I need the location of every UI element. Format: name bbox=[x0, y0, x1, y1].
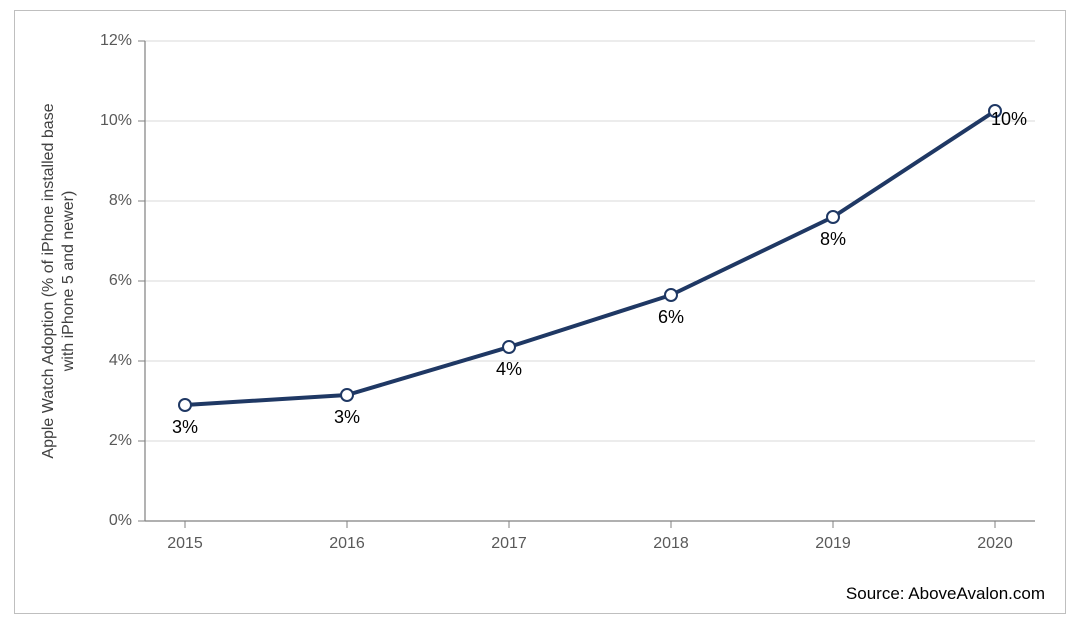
y-tick-label: 4% bbox=[109, 352, 132, 369]
x-tick-label: 2020 bbox=[977, 535, 1013, 552]
data-label: 8% bbox=[820, 229, 846, 249]
x-tick-label: 2016 bbox=[329, 535, 365, 552]
data-marker bbox=[665, 289, 677, 301]
data-label: 10% bbox=[991, 109, 1027, 129]
x-tick-label: 2018 bbox=[653, 535, 689, 552]
chart-frame: 0% 2% 4% 6% 8% 10% 12% 2015 2016 2017 2018 2019 2020… bbox=[0, 0, 1080, 624]
data-marker bbox=[341, 389, 353, 401]
y-tick-label: 0% bbox=[109, 512, 132, 529]
line-chart: 0% 2% 4% 6% 8% 10% 12% 2015 2016 2017 2018 2019 2020… bbox=[15, 11, 1065, 613]
data-marker bbox=[503, 341, 515, 353]
y-tick-label: 8% bbox=[109, 192, 132, 209]
x-tick-label: 2019 bbox=[815, 535, 851, 552]
y-axis-title-line2: with iPhone 5 and newer) bbox=[60, 191, 77, 373]
y-tick-label: 6% bbox=[109, 272, 132, 289]
data-marker bbox=[827, 211, 839, 223]
x-tick-label: 2017 bbox=[491, 535, 527, 552]
source-text: Source: AboveAvalon.com bbox=[846, 584, 1045, 603]
data-label: 3% bbox=[172, 417, 198, 437]
data-label: 6% bbox=[658, 307, 684, 327]
data-label: 3% bbox=[334, 407, 360, 427]
chart-container: 0% 2% 4% 6% 8% 10% 12% 2015 2016 2017 2018 2019 2020… bbox=[14, 10, 1066, 614]
data-marker bbox=[179, 399, 191, 411]
x-tick-label: 2015 bbox=[167, 535, 203, 552]
data-label: 4% bbox=[496, 359, 522, 379]
y-axis-title-line1: Apple Watch Adoption (% of iPhone instal… bbox=[40, 103, 57, 458]
y-tick-label: 10% bbox=[100, 112, 132, 129]
y-tick-label: 12% bbox=[100, 32, 132, 49]
y-tick-label: 2% bbox=[109, 432, 132, 449]
